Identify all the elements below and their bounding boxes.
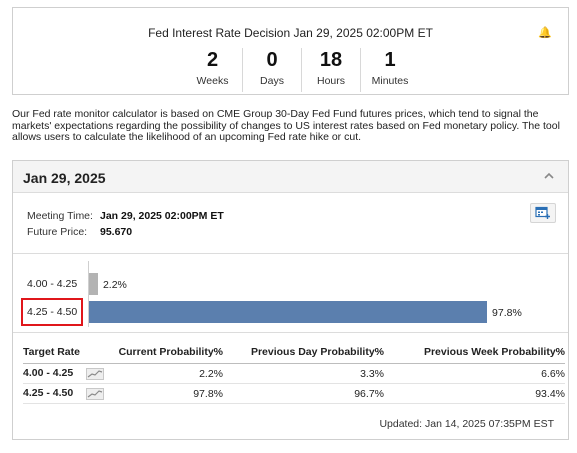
bar-value-label: 97.8% — [492, 307, 522, 319]
current-probability-cell: 2.2% — [111, 363, 223, 384]
countdown-minutes-label: Minutes — [371, 75, 409, 87]
current-probability-cell: 97.8% — [111, 383, 223, 404]
divider — [13, 253, 568, 254]
table-header-row: Target Rate Current Probability% Previou… — [23, 343, 565, 364]
countdown-timer: 2 Weeks 0 Days 18 Hours 1 Minutes — [183, 48, 419, 92]
countdown-hours-value: 18 — [319, 49, 343, 71]
countdown-panel: Fed Interest Rate Decision Jan 29, 2025 … — [12, 7, 569, 95]
probability-bar — [89, 301, 488, 323]
countdown-minutes-value: 1 — [384, 49, 396, 71]
chart-axis-line — [88, 261, 89, 327]
target-rate-cell: 4.25 - 4.50 — [23, 383, 111, 404]
bar-row: 4.25 - 4.50 97.8% — [13, 298, 568, 326]
bar-category-label: 4.25 - 4.50 — [27, 306, 78, 318]
calendar-add-icon — [535, 206, 550, 219]
countdown-minutes: 1 Minutes — [360, 48, 419, 92]
table-row: 4.00 - 4.25 2.2% 3.3% 6.6% — [23, 363, 565, 384]
intro-text: Our Fed rate monitor calculator is based… — [12, 108, 560, 143]
probability-bar — [89, 273, 98, 295]
countdown-days-label: Days — [260, 75, 284, 87]
target-rate-cell: 4.00 - 4.25 — [23, 363, 111, 384]
trend-chart-icon[interactable] — [86, 387, 105, 400]
add-to-calendar-button[interactable] — [530, 203, 556, 223]
target-rate-value: 4.00 - 4.25 — [23, 367, 74, 380]
probability-table: Target Rate Current Probability% Previou… — [23, 343, 565, 404]
countdown-hours: 18 Hours — [301, 48, 360, 92]
column-header-current-probability: Current Probability% — [111, 343, 223, 364]
countdown-weeks: 2 Weeks — [183, 48, 242, 92]
probability-bar-chart: 4.00 - 4.25 2.2% 4.25 - 4.50 97.8% — [13, 261, 568, 329]
column-header-previous-day-probability: Previous Day Probability% — [223, 343, 384, 364]
countdown-hours-label: Hours — [316, 75, 345, 87]
future-price-label: Future Price: — [27, 226, 88, 238]
meeting-info: Meeting Time: Jan 29, 2025 02:00PM ET Fu… — [27, 208, 224, 240]
previous-day-probability-cell: 96.7% — [223, 383, 384, 404]
table-row: 4.25 - 4.50 97.8% 96.7% 93.4% — [23, 383, 565, 404]
column-header-target-rate: Target Rate — [23, 343, 111, 364]
bar-row: 4.00 - 4.25 2.2% — [13, 273, 568, 295]
countdown-days-value: 0 — [266, 49, 278, 71]
countdown-weeks-label: Weeks — [196, 75, 229, 87]
column-header-previous-week-probability: Previous Week Probability% — [384, 343, 565, 364]
bar-value-label: 2.2% — [102, 279, 127, 291]
chevron-up-icon[interactable] — [542, 169, 556, 183]
previous-day-probability-cell: 3.3% — [223, 363, 384, 384]
future-price-value: 95.670 — [100, 226, 133, 238]
last-updated-text: Updated: Jan 14, 2025 07:35PM EST — [379, 418, 554, 430]
countdown-weeks-value: 2 — [206, 49, 219, 71]
target-rate-value: 4.25 - 4.50 — [23, 387, 74, 400]
meeting-panel: Jan 29, 2025 Meeting Time: Jan 29, 2025 … — [12, 160, 569, 440]
meeting-panel-header[interactable]: Jan 29, 2025 — [13, 161, 568, 193]
divider — [13, 332, 568, 333]
bell-icon[interactable]: 🔔 — [538, 27, 552, 39]
previous-week-probability-cell: 93.4% — [384, 383, 565, 404]
meeting-date-title: Jan 29, 2025 — [23, 170, 106, 186]
trend-chart-icon[interactable] — [86, 367, 105, 380]
meeting-time-value: Jan 29, 2025 02:00PM ET — [100, 210, 224, 222]
previous-week-probability-cell: 6.6% — [384, 363, 565, 384]
countdown-days: 0 Days — [242, 48, 301, 92]
meeting-time-label: Meeting Time: — [27, 210, 93, 222]
bar-category-label: 4.00 - 4.25 — [27, 278, 78, 290]
countdown-title: Fed Interest Rate Decision Jan 29, 2025 … — [148, 26, 433, 40]
